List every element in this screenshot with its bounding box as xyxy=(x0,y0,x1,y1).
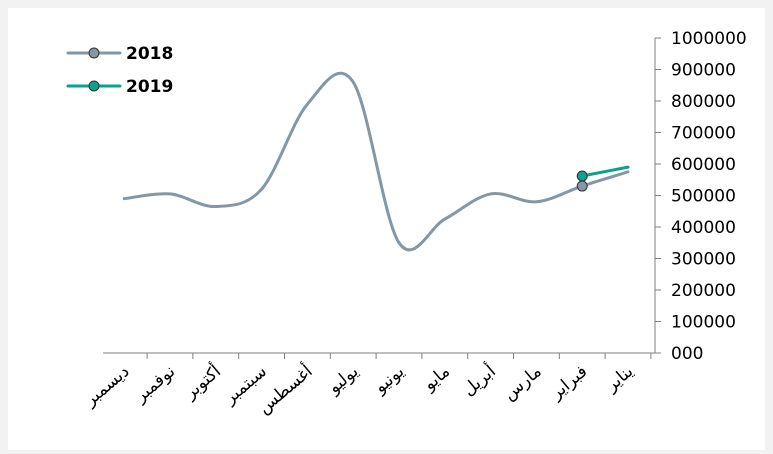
x-tick-label: أبريل xyxy=(458,360,500,400)
y-tick-label: 700000 xyxy=(671,124,736,144)
x-tick-label: يوليو xyxy=(324,361,363,398)
x-tick-label: نوفمبر xyxy=(130,362,179,408)
legend-label-2019: 2019 xyxy=(126,77,173,97)
x-tick-label: أكتوبر xyxy=(179,360,225,404)
x-tick-label: مارس xyxy=(500,362,546,405)
legend-marker-2018 xyxy=(88,47,100,59)
y-tick-label: 900000 xyxy=(671,61,736,81)
y-tick-label: 600000 xyxy=(671,155,736,175)
x-tick-label: يونيو xyxy=(370,361,408,398)
chart-legend: 2018 2019 xyxy=(66,44,173,97)
y-tick-label: 200000 xyxy=(671,281,736,301)
y-tick-label: 400000 xyxy=(671,218,736,238)
x-tick-label: مايو xyxy=(419,362,454,396)
legend-label-2018: 2018 xyxy=(126,44,173,64)
y-tick-label: 500000 xyxy=(671,187,736,207)
chart-lines xyxy=(122,71,630,252)
series-line-2018 xyxy=(122,71,630,252)
x-tick-label: ديسمبر xyxy=(80,362,133,411)
chart-axes: 000 100000 200000 300000 400000 500000 600000 7… xyxy=(80,29,747,418)
y-tick-label: 100000 xyxy=(671,313,736,333)
x-tick-label: فبراير xyxy=(546,362,591,405)
y-tick-label: 1000000 xyxy=(671,29,747,49)
x-tick-label: يناير xyxy=(601,361,637,396)
y-tick-label: 800000 xyxy=(671,92,736,112)
legend-marker-2019 xyxy=(88,80,100,92)
y-tick-label: 000 xyxy=(671,344,703,364)
chart-frame: 000 100000 200000 300000 400000 500000 600000 7… xyxy=(8,8,765,450)
data-point-2019 xyxy=(576,170,588,182)
line-chart: 000 100000 200000 300000 400000 500000 600000 7… xyxy=(66,29,747,418)
data-point-2018 xyxy=(576,180,588,192)
y-tick-label: 300000 xyxy=(671,250,736,270)
